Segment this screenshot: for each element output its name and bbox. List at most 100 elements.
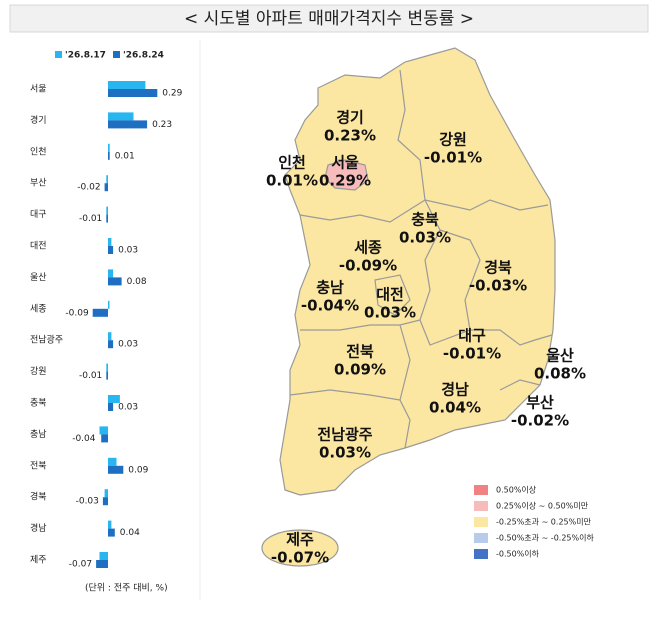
- region-value: -0.02%: [511, 412, 569, 430]
- category-label: 충남: [30, 429, 47, 440]
- category-label: 경남: [30, 522, 47, 534]
- value-label: 0.08: [127, 277, 147, 287]
- category-label: 대전: [30, 241, 47, 252]
- bar: [108, 395, 120, 403]
- category-label: 경기: [30, 114, 47, 126]
- value-label: 0.01: [115, 151, 135, 161]
- border: [470, 329, 553, 346]
- bar: [99, 552, 108, 560]
- border: [299, 199, 426, 223]
- region-name: 강원: [439, 131, 467, 149]
- border: [374, 274, 411, 316]
- region-value: -0.07%: [271, 549, 329, 567]
- value-label: -0.04: [72, 434, 96, 444]
- value-label: -0.02: [77, 183, 100, 193]
- bar: [104, 183, 108, 192]
- legend-swatch: [474, 517, 488, 527]
- bar: [106, 206, 108, 215]
- legend-label: -0.50%초과 ~ -0.25%이하: [496, 533, 594, 543]
- bar: [106, 371, 108, 380]
- bar: [108, 528, 115, 537]
- category-label: 세종: [30, 303, 47, 314]
- legend-swatch: [474, 533, 488, 543]
- bar: [99, 426, 108, 435]
- region-name: 충북: [411, 211, 439, 229]
- bar: [108, 246, 114, 254]
- bar: [106, 214, 108, 223]
- region-value: 0.03%: [399, 229, 451, 247]
- category-label: 경북: [30, 491, 47, 503]
- region-value: 0.03%: [364, 304, 416, 322]
- category-label: 강원: [30, 366, 47, 377]
- region-value: 0.04%: [429, 399, 481, 417]
- title-box: [9, 4, 649, 33]
- bar: [108, 332, 112, 341]
- bar: [101, 434, 108, 443]
- bar: [108, 403, 114, 411]
- region-value: 0.29%: [319, 172, 371, 190]
- bar: [108, 457, 117, 466]
- legend-label: 0.50%이상: [496, 485, 537, 495]
- map-labels: 경기0.23% 강원-0.01%인천0.01%서울0.29%충북0.03%세종-0…: [266, 109, 586, 567]
- value-label: 0.09: [128, 465, 148, 475]
- value-label: -0.01: [79, 214, 102, 224]
- mainland: [279, 47, 556, 496]
- value-label: 0.03: [118, 340, 138, 350]
- category-label: 서울: [30, 84, 47, 95]
- region-value: -0.04%: [301, 297, 359, 315]
- legend-label: 0.25%이상 ~ 0.50%미만: [496, 501, 589, 511]
- category-label: 울산: [30, 272, 47, 283]
- region-value: 0.01%: [266, 172, 318, 190]
- region-value: -0.01%: [443, 345, 501, 363]
- value-label: -0.09: [65, 308, 89, 318]
- footnote: (단위 : 전주 대비, %): [85, 583, 168, 594]
- value-label: 0.03: [118, 246, 138, 256]
- legend-label: '26.8.17: [65, 51, 106, 61]
- bar: [102, 497, 108, 506]
- category-label: 전북: [30, 460, 47, 471]
- bar: [106, 363, 108, 372]
- region-name: 경남: [441, 381, 469, 399]
- region-value: 0.08%: [534, 365, 586, 383]
- border: [419, 229, 481, 346]
- bar: [108, 238, 112, 246]
- legend-swatch: [474, 501, 488, 511]
- bar: [108, 89, 158, 97]
- category-label: 대구: [30, 209, 47, 220]
- region-name: 경북: [484, 259, 512, 277]
- bar: [108, 120, 148, 129]
- bar: [108, 81, 146, 89]
- region-value: -0.01%: [424, 149, 482, 167]
- legend-label: -0.25%초과 ~ 0.25%미만: [496, 518, 592, 527]
- region-name: 대구: [458, 327, 486, 345]
- bar-chart: '26.8.17 '26.8.24 서울 0.29 경기 0.23 인천 0.01 부산 -0.0…: [30, 51, 183, 594]
- region-name: 세종: [354, 239, 382, 257]
- legend-swatch: [474, 549, 488, 559]
- value-label: -0.03: [76, 497, 99, 507]
- region-name: 인천: [278, 154, 306, 172]
- bar: [108, 520, 112, 529]
- region-value: 0.23%: [324, 127, 376, 145]
- region-name: 충남: [316, 279, 344, 297]
- bar: [108, 112, 134, 121]
- map-legend: 0.50%이상 0.25%이상 ~ 0.50%미만 -0.25%초과 ~ 0.25%…: [474, 485, 594, 559]
- category-label: 부산: [30, 178, 47, 189]
- title: < 시도별 아파트 매매가격지수 변동률 >: [184, 9, 474, 29]
- legend-label: -0.50%이하: [496, 549, 540, 559]
- region-name: 경기: [336, 109, 364, 127]
- seoul: [324, 159, 369, 191]
- bar: [108, 277, 122, 286]
- legend-swatch: [474, 485, 488, 495]
- legend-swatch: [55, 51, 62, 58]
- bar: [92, 308, 108, 317]
- region-value: 0.09%: [334, 361, 386, 379]
- value-label: 0.29: [162, 89, 182, 99]
- region-name: 전북: [346, 343, 374, 361]
- region-value: 0.03%: [319, 444, 371, 462]
- border: [289, 389, 401, 401]
- region-value: -0.03%: [469, 277, 527, 295]
- value-label: 0.23: [152, 120, 172, 130]
- bar: [108, 300, 110, 309]
